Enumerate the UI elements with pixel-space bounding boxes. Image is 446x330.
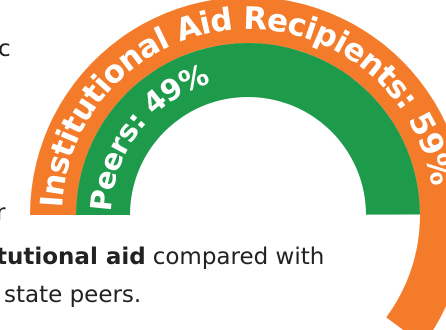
arc-bar bbox=[76, 43, 420, 215]
text-fragment: c bbox=[0, 36, 11, 62]
text-fragment: compared with bbox=[153, 244, 325, 270]
text-fragment: r bbox=[0, 200, 6, 226]
gauge: Institutional Aid Recipients: 59%Peers: … bbox=[30, 0, 446, 330]
arc-bar bbox=[30, 0, 446, 330]
text-bold: tutional aid bbox=[0, 244, 146, 270]
text-line: tutional aid compared with bbox=[0, 244, 324, 270]
text-fragment: state peers. bbox=[4, 282, 141, 308]
